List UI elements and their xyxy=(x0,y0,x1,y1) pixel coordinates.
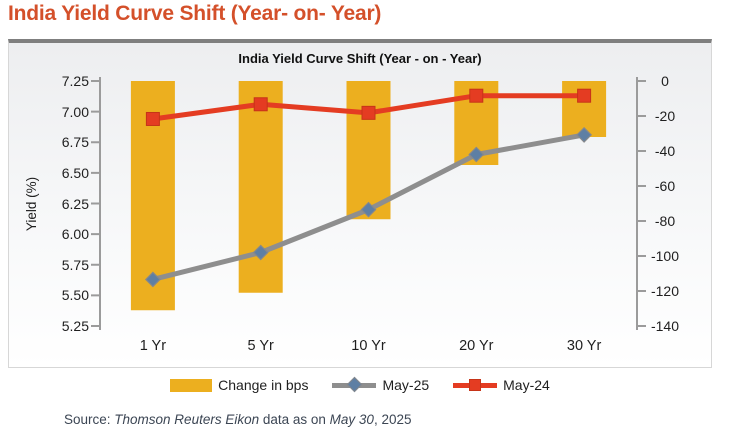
right-axis-tick--40: -40 xyxy=(654,143,676,159)
x-axis-label-5 Yr: 5 Yr xyxy=(247,338,274,354)
legend-label-change-in-bps: Change in bps xyxy=(218,377,309,393)
bar-swatch-icon xyxy=(170,378,213,392)
right-axis-tick--20: -20 xyxy=(654,108,676,124)
diamond-marker-icon xyxy=(347,376,363,393)
left-axis-tick-5.75: 5.75 xyxy=(61,256,89,273)
page-title: India Yield Curve Shift (Year- on- Year) xyxy=(8,2,382,25)
x-axis-label-1 Yr: 1 Yr xyxy=(139,338,167,354)
square-marker-May-24-30 Yr xyxy=(577,88,592,103)
left-axis-tick-5.25: 5.25 xyxy=(61,318,89,334)
square-marker-May-24-5 Yr xyxy=(253,97,268,112)
legend-item-may-25: May-25 xyxy=(332,376,430,393)
bar-5 Yr xyxy=(238,81,283,293)
source-note: Source: Thomson Reuters Eikon data as on… xyxy=(64,412,412,427)
left-axis-tick-7.00: 7.00 xyxy=(61,103,89,120)
line-diamond-swatch-icon xyxy=(332,376,377,393)
legend-label-may-25: May-25 xyxy=(382,377,430,393)
right-axis-tick--120: -120 xyxy=(650,283,680,299)
source-suffix: , 2025 xyxy=(373,412,412,427)
square-marker-May-24-10 Yr xyxy=(361,105,376,120)
legend-item-change-in-bps: Change in bps xyxy=(170,377,308,393)
source-date: May 30 xyxy=(329,412,374,427)
source-middle: data as on xyxy=(259,412,330,427)
left-axis-tick-6.50: 6.50 xyxy=(61,164,89,181)
diamond-marker-May-25-20 Yr xyxy=(468,146,485,163)
line-square-swatch-icon xyxy=(453,378,498,391)
right-axis-tick--100: -100 xyxy=(650,248,680,264)
left-axis-tick-7.25: 7.25 xyxy=(61,73,89,89)
source-provider: Thomson Reuters Eikon xyxy=(114,412,260,427)
diamond-marker-May-25-10 Yr xyxy=(360,201,377,218)
right-axis-tick--60: -60 xyxy=(654,178,676,194)
diamond-marker-May-25-1 Yr xyxy=(144,271,161,288)
square-marker-May-24-1 Yr xyxy=(145,111,160,126)
left-axis-tick-6.75: 6.75 xyxy=(61,134,89,151)
legend: Change in bps May-25 May-24 xyxy=(0,372,720,398)
square-marker-May-24-20 Yr xyxy=(469,88,484,103)
left-axis-tick-6.25: 6.25 xyxy=(61,195,89,212)
diamond-marker-May-25-30 Yr xyxy=(576,126,593,143)
chart-canvas xyxy=(91,77,646,330)
source-prefix: Source: xyxy=(64,412,115,427)
x-axis-label-30 Yr: 30 Yr xyxy=(566,338,602,354)
left-axis-tick-6.00: 6.00 xyxy=(61,226,89,243)
left-axis-tick-5.50: 5.50 xyxy=(61,287,89,304)
right-axis-tick-0: 0 xyxy=(661,73,669,89)
right-axis-tick--80: -80 xyxy=(654,213,676,229)
plot-area xyxy=(91,77,646,330)
chart-title: India Yield Curve Shift (Year - on - Yea… xyxy=(238,51,482,66)
diamond-marker-May-25-5 Yr xyxy=(252,244,269,261)
legend-label-may-24: May-24 xyxy=(503,377,550,393)
right-axis-tick--140: -140 xyxy=(650,318,680,334)
chart-panel: India Yield Curve Shift (Year - on - Yea… xyxy=(8,39,712,368)
x-axis-label-20 Yr: 20 Yr xyxy=(459,338,494,354)
square-marker-icon xyxy=(469,378,482,391)
x-axis-label-10 Yr: 10 Yr xyxy=(351,338,386,354)
legend-item-may-24: May-24 xyxy=(453,377,550,393)
bar-10 Yr xyxy=(346,81,391,220)
